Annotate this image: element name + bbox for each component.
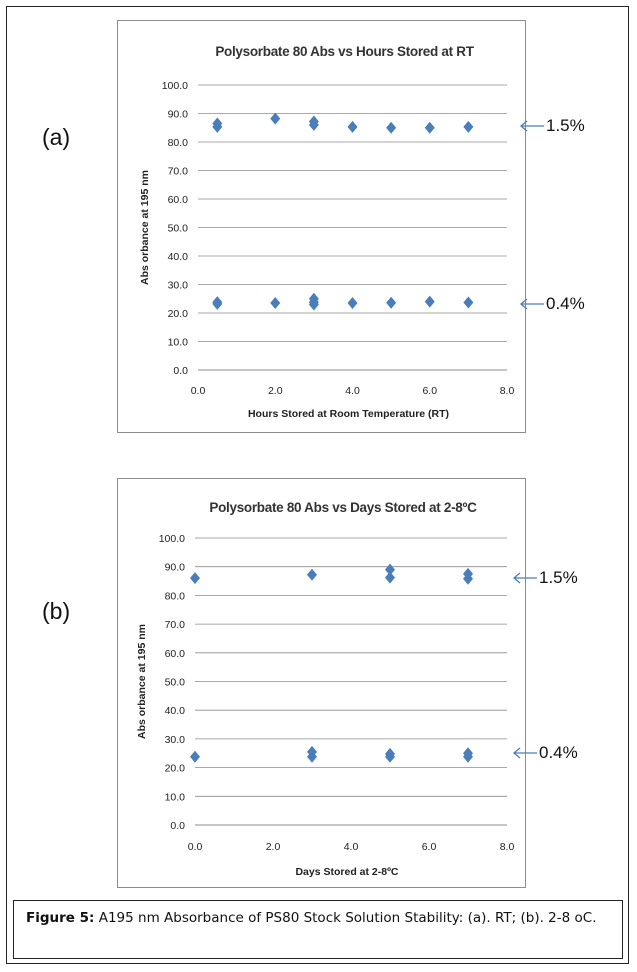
x-tick-label: 8.0 — [500, 841, 515, 853]
panel-a-label: (a) — [42, 124, 71, 150]
data-point — [463, 750, 473, 763]
chart-b-title: Polysorbate 80 Abs vs Days Stored at 2-8… — [209, 500, 477, 515]
y-tick-label: 100.0 — [159, 533, 185, 545]
annotation-b-high: 1.5% — [512, 568, 578, 588]
y-tick-label: 90.0 — [165, 562, 186, 574]
y-tick-label: 0.0 — [170, 820, 185, 832]
x-axis-label: Hours Stored at Room Temperature (RT) — [248, 408, 449, 420]
y-tick-label: 20.0 — [165, 763, 186, 775]
y-tick-label: 50.0 — [168, 223, 189, 235]
y-tick-label: 20.0 — [168, 308, 189, 320]
y-tick-label: 60.0 — [165, 648, 186, 660]
figure-frame — [6, 6, 629, 964]
data-point — [463, 120, 474, 133]
data-point — [307, 568, 317, 581]
x-tick-label: 0.0 — [188, 841, 203, 853]
data-point — [270, 112, 281, 125]
y-axis-label: Abs orbance at 195 nm — [139, 170, 151, 285]
y-tick-label: 80.0 — [165, 590, 186, 602]
left-arrow-icon — [512, 572, 537, 584]
left-arrow-icon — [512, 747, 537, 759]
caption-text: A195 nm Absorbance of PS80 Stock Solutio… — [94, 910, 597, 926]
y-tick-label: 60.0 — [168, 194, 189, 206]
left-arrow-icon — [519, 120, 544, 132]
y-tick-label: 70.0 — [168, 166, 189, 178]
y-axis-label: Abs orbance at 195 nm — [136, 624, 148, 739]
x-tick-label: 6.0 — [422, 385, 437, 397]
y-tick-label: 30.0 — [168, 280, 189, 292]
y-tick-label: 40.0 — [168, 251, 189, 263]
data-point — [212, 297, 223, 310]
data-point — [386, 121, 397, 134]
data-point — [386, 296, 397, 309]
annotation-a-low-text: 0.4% — [546, 294, 585, 313]
data-point — [424, 295, 435, 308]
y-tick-label: 10.0 — [165, 791, 186, 803]
y-tick-label: 70.0 — [165, 619, 186, 631]
panel-b-label: (b) — [42, 598, 71, 624]
y-tick-label: 90.0 — [168, 109, 189, 121]
annotation-a-high: 1.5% — [519, 116, 585, 136]
data-point — [307, 750, 317, 763]
data-point — [463, 296, 474, 309]
x-axis-label: Days Stored at 2-8ºC — [295, 866, 398, 878]
caption-figure-label: Figure 5: — [26, 910, 95, 926]
annotation-b-high-text: 1.5% — [539, 568, 578, 587]
data-point — [190, 572, 200, 585]
data-point — [190, 750, 200, 763]
figure-caption: Figure 5: A195 nm Absorbance of PS80 Sto… — [13, 900, 623, 959]
data-point — [385, 563, 395, 576]
data-point — [270, 297, 281, 310]
y-tick-label: 40.0 — [165, 705, 186, 717]
annotation-a-high-text: 1.5% — [546, 116, 585, 135]
data-point — [385, 750, 395, 763]
x-tick-label: 4.0 — [344, 841, 359, 853]
data-point — [424, 121, 435, 134]
left-arrow-icon — [519, 298, 544, 310]
x-tick-label: 2.0 — [266, 841, 281, 853]
data-point — [347, 297, 358, 310]
data-point — [347, 120, 358, 133]
data-point — [385, 571, 395, 584]
y-tick-label: 10.0 — [168, 337, 189, 349]
x-tick-label: 4.0 — [345, 385, 360, 397]
y-tick-label: 30.0 — [165, 734, 186, 746]
x-tick-label: 8.0 — [500, 385, 515, 397]
annotation-a-low: 0.4% — [519, 294, 585, 314]
y-tick-label: 0.0 — [173, 365, 188, 377]
data-point — [308, 298, 319, 311]
chart-b-svg: Polysorbate 80 Abs vs Days Stored at 2-8… — [136, 500, 515, 878]
y-tick-label: 50.0 — [165, 677, 186, 689]
data-point — [463, 572, 473, 585]
x-tick-label: 2.0 — [268, 385, 283, 397]
data-point — [308, 118, 319, 131]
annotation-b-low-text: 0.4% — [539, 743, 578, 762]
annotation-b-low: 0.4% — [512, 743, 578, 763]
y-tick-label: 100.0 — [162, 80, 188, 92]
chart-panel-a: Polysorbate 80 Abs vs Hours Stored at RT… — [117, 20, 526, 433]
chart-panel-b: Polysorbate 80 Abs vs Days Stored at 2-8… — [117, 478, 526, 888]
chart-a-title: Polysorbate 80 Abs vs Hours Stored at RT — [215, 44, 474, 59]
data-point — [212, 120, 223, 133]
x-tick-label: 0.0 — [191, 385, 206, 397]
x-tick-label: 6.0 — [422, 841, 437, 853]
y-tick-label: 80.0 — [168, 137, 189, 149]
chart-a-svg: Polysorbate 80 Abs vs Hours Stored at RT… — [139, 44, 515, 420]
